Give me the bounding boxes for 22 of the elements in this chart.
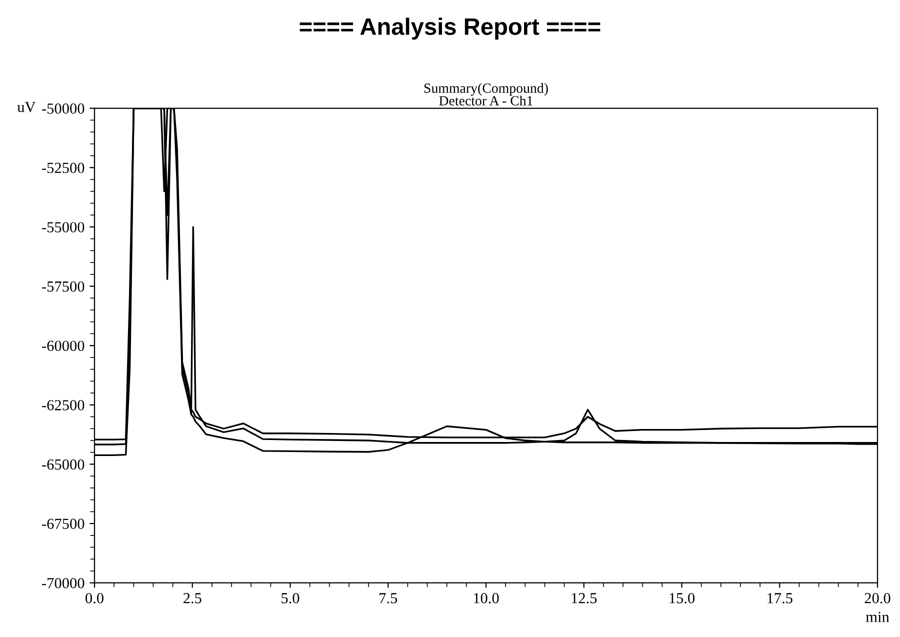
x-axis-title: min — [866, 612, 890, 622]
x-tick-label: 2.5 — [183, 593, 202, 604]
x-tick-label: 10.0 — [474, 593, 499, 604]
chart-title: ==== Analysis Report ==== — [300, 18, 600, 40]
y-tick-label: -57500 — [42, 281, 84, 292]
y-tick-label: -52500 — [42, 162, 84, 174]
chart-subtitle: Summary(Compound) Detector A - Ch1 — [424, 83, 548, 106]
y-tick-label: -50000 — [42, 103, 84, 114]
x-tick-label: 5.0 — [282, 593, 300, 604]
y-tick-label: -70000 — [42, 578, 84, 588]
y-tick-label: -67500 — [42, 518, 84, 529]
y-tick-label: -55000 — [42, 222, 84, 232]
x-tick-label: 17.5 — [768, 593, 792, 604]
x-tick-label: 0.0 — [86, 593, 104, 604]
x-tick-label: 15.0 — [670, 593, 695, 604]
y-tick-label: -65000 — [42, 459, 84, 470]
y-axis-title: uV — [17, 102, 36, 112]
x-tick-label: 12.5 — [572, 593, 597, 604]
y-tick-label: -62500 — [42, 400, 84, 410]
y-tick-label: -60000 — [42, 340, 84, 352]
x-tick-label: 7.5 — [380, 593, 398, 604]
x-tick-label: 20.0 — [864, 593, 890, 604]
